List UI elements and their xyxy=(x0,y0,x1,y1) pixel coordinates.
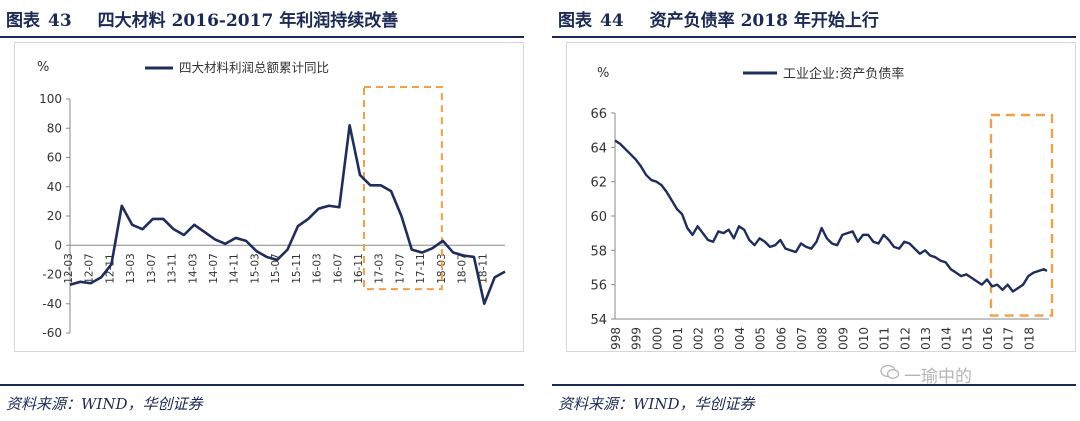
x-tick-label: 2016 xyxy=(981,327,995,351)
figure-title: 图表 43 四大材料 2016-2017 年利润持续改善 xyxy=(6,6,398,31)
figure-caption: 资产负债率 2018 年开始上行 xyxy=(649,11,879,31)
y-tick-label: 58 xyxy=(590,244,607,259)
highlight-box xyxy=(363,86,443,291)
legend-label: 工业企业:资产负债率 xyxy=(783,66,904,82)
x-tick-label: 2010 xyxy=(857,327,871,351)
y-tick-label: 20 xyxy=(47,209,62,223)
source-rule xyxy=(0,384,524,386)
x-tick-label: 16-11 xyxy=(353,253,365,284)
x-tick-label: 14-03 xyxy=(187,253,199,284)
x-tick-label: 13-03 xyxy=(125,253,137,284)
figure-title: 图表 44 资产负债率 2018 年开始上行 xyxy=(558,6,879,31)
source-note: 资料来源：WIND，华创证券 xyxy=(6,395,203,413)
y-tick-label: 80 xyxy=(47,121,62,135)
figure-caption: 四大材料 2016-2017 年利润持续改善 xyxy=(97,11,399,31)
y-tick-label: 100 xyxy=(39,92,62,106)
x-tick-label: 2011 xyxy=(878,327,892,351)
x-tick-label: 12-07 xyxy=(84,253,96,284)
y-tick-label: 60 xyxy=(47,151,62,165)
x-tick-label: 14-11 xyxy=(229,253,241,284)
x-tick-label: 2005 xyxy=(754,327,768,351)
title-rule xyxy=(0,36,524,38)
chart-frame: % 54 56 58 60 62 64 66 1998 1999 2000 2001 2002 2003 2… xyxy=(566,42,1076,358)
x-tick-label: 2009 xyxy=(836,327,850,351)
x-tick-label: 2014 xyxy=(940,327,954,351)
x-tick-label: 1999 xyxy=(630,327,644,351)
x-tick-label: 16-07 xyxy=(332,253,344,284)
y-tick-label: 54 xyxy=(590,313,607,328)
figure-label: 图表 xyxy=(558,11,592,31)
x-tick-label: 2015 xyxy=(960,327,974,351)
x-tick-label: 17-07 xyxy=(394,253,406,284)
x-tick-label: 2018 xyxy=(1022,327,1036,351)
x-tick-label: 2008 xyxy=(816,327,830,351)
y-tick-label: 0 xyxy=(54,238,62,252)
y-tick-label: 56 xyxy=(590,279,607,294)
legend-label: 四大材料利润总额累计同比 xyxy=(179,60,329,75)
y-tick-label: 64 xyxy=(590,141,607,156)
title-rule xyxy=(552,36,1076,38)
y-tick-label: 62 xyxy=(590,176,607,191)
y-tick-label: 60 xyxy=(590,210,607,225)
debt-ratio-chart: % 54 56 58 60 62 64 66 1998 1999 2000 2001 2002 2003 2… xyxy=(590,66,1054,358)
highlight-box xyxy=(989,113,1054,317)
y-axis-unit: % xyxy=(37,60,49,75)
source-note: 资料来源：WIND，华创证券 xyxy=(558,395,755,413)
x-tick-label: 1998 xyxy=(609,327,623,351)
x-tick-label: 17-11 xyxy=(415,253,427,284)
x-tick-label: 15-07 xyxy=(270,253,282,284)
x-tick-label: 16-03 xyxy=(312,253,324,284)
x-tick-label: 2002 xyxy=(692,327,706,351)
figure-number: 44 xyxy=(600,11,624,31)
profit-growth-chart: % -60 -40 -20 0 20 40 60 80 100 12-03 12-07 12-11 13-… xyxy=(37,60,506,340)
x-tick-label: 2004 xyxy=(733,327,747,351)
x-tick-label: 18-11 xyxy=(477,253,489,284)
y-axis-unit: % xyxy=(597,66,609,81)
x-tick-label: 12-03 xyxy=(63,253,75,284)
x-tick-label: 13-11 xyxy=(167,253,179,284)
x-tick-label: 18-07 xyxy=(457,253,469,284)
wechat-icon xyxy=(880,364,900,379)
figure-label: 图表 xyxy=(6,11,40,31)
y-tick-label: -60 xyxy=(42,326,62,340)
x-tick-label: 2003 xyxy=(712,327,726,351)
figure-44-panel: 图表 44 资产负债率 2018 年开始上行 % 54 56 58 60 62 64 66 1998… xyxy=(552,0,1080,421)
x-tick-label: 2007 xyxy=(795,327,809,351)
x-tick-label: 14-07 xyxy=(208,253,220,284)
x-tick-label: 15-03 xyxy=(249,253,261,284)
x-tick-label: 12-11 xyxy=(104,253,116,284)
x-tick-label: 2013 xyxy=(919,327,933,351)
figure-43-panel: 图表 43 四大材料 2016-2017 年利润持续改善 % -60 -40 -20 0 20… xyxy=(0,0,528,421)
y-tick-label: 66 xyxy=(590,107,607,122)
series-line xyxy=(69,124,506,306)
x-tick-label: 2001 xyxy=(671,327,685,351)
x-tick-label: 18-03 xyxy=(436,253,448,284)
x-tick-label: 2017 xyxy=(1002,327,1016,351)
y-tick-label: -20 xyxy=(42,268,62,282)
y-tick-label: -40 xyxy=(42,297,62,311)
series-line xyxy=(614,139,1048,293)
x-tick-label: 2006 xyxy=(774,327,788,351)
chart-frame: % -60 -40 -20 0 20 40 60 80 100 12-03 12-07 12-11 13-… xyxy=(14,42,524,352)
x-tick-label: 13-07 xyxy=(146,253,158,284)
x-tick-label: 2012 xyxy=(898,327,912,351)
watermark-text: 一瑜中的 xyxy=(904,367,972,387)
x-tick-label: 17-03 xyxy=(374,253,386,284)
x-tick-label: 2000 xyxy=(650,327,664,351)
source-rule xyxy=(552,384,1076,386)
y-tick-label: 40 xyxy=(47,180,62,194)
figure-number: 43 xyxy=(48,11,72,31)
x-tick-label: 15-11 xyxy=(291,253,303,284)
